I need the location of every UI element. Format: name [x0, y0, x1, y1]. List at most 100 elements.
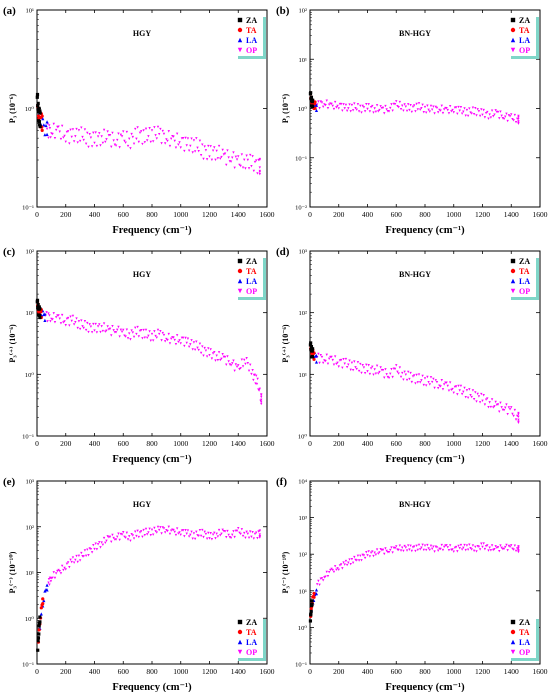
data-point: [223, 355, 227, 359]
plot-frame: [36, 480, 268, 665]
data-point: [186, 529, 190, 532]
data-point: [471, 544, 475, 547]
data-point: [324, 359, 327, 363]
data-point: [117, 325, 120, 329]
data-point: [339, 563, 343, 566]
data-point: [123, 535, 126, 538]
data-point: [235, 365, 239, 368]
chart-panel: 0 200 400 600 800 1000 1200 1400 1600 10⁻¹ 10⁰ 10¹ 1…: [276, 476, 548, 692]
x-tick-label: 200: [333, 439, 345, 448]
data-point: [391, 551, 394, 554]
data-point: [75, 554, 78, 558]
x-axis-label: Frequency (cm⁻¹): [112, 454, 192, 465]
data-point: [253, 373, 256, 377]
data-point: [87, 554, 90, 557]
chart-title: BN-HGY: [399, 500, 431, 509]
data-point: [72, 561, 76, 564]
data-point: [375, 548, 379, 551]
data-point: [345, 563, 349, 567]
data-point: [434, 379, 437, 382]
legend-label-op: OP: [246, 287, 257, 296]
data-point: [89, 325, 93, 328]
data-point: [197, 348, 200, 352]
data-point: [433, 112, 436, 115]
data-point: [407, 544, 410, 547]
data-point: [343, 107, 346, 110]
y-tick-label: 10⁰: [25, 372, 35, 379]
data-point: [56, 569, 59, 573]
data-point: [508, 115, 512, 118]
data-point: [166, 338, 169, 342]
data-point: [398, 100, 402, 104]
data-point: [116, 328, 119, 332]
data-point: [100, 135, 103, 138]
data-point: [438, 384, 441, 387]
data-point: [228, 363, 232, 366]
data-point: [423, 544, 427, 547]
legend-label-la: LA: [519, 36, 530, 45]
data-point: [169, 337, 173, 341]
y-tick-label: 10⁰: [298, 625, 308, 632]
data-point: [75, 127, 78, 131]
data-point: [51, 318, 54, 321]
data-point: [62, 136, 65, 139]
data-point: [424, 111, 428, 114]
data-point: [442, 383, 446, 386]
data-point: [468, 388, 471, 391]
data-point: [369, 367, 373, 370]
x-tick-label: 0: [35, 667, 39, 676]
data-point: [451, 548, 454, 551]
series-za: [35, 298, 42, 320]
data-point: [481, 545, 484, 549]
data-point: [494, 109, 497, 112]
data-point: [255, 382, 259, 386]
data-point: [333, 100, 337, 104]
data-point: [199, 154, 203, 157]
data-point: [173, 139, 176, 143]
data-point: [440, 543, 443, 547]
data-point: [87, 330, 90, 334]
y-tick-label: 10⁻²: [295, 205, 307, 212]
data-point: [210, 538, 214, 541]
data-point: [141, 535, 144, 539]
data-point: [124, 536, 127, 539]
series-za: [308, 341, 315, 359]
data-point: [335, 106, 338, 109]
data-point: [239, 367, 242, 370]
data-point: [465, 108, 469, 112]
data-point: [68, 324, 71, 327]
data-point: [348, 558, 351, 561]
data-point: [40, 114, 44, 118]
data-point: [354, 107, 357, 110]
data-point: [430, 108, 434, 111]
data-point: [53, 576, 57, 580]
data-point: [205, 537, 209, 540]
data-point: [246, 158, 250, 162]
data-point: [260, 393, 263, 396]
data-point: [434, 545, 437, 548]
data-point: [507, 114, 511, 117]
data-point: [500, 406, 503, 409]
series-za: [308, 91, 315, 109]
data-point: [227, 156, 230, 159]
data-point: [429, 544, 433, 548]
data-point: [318, 361, 321, 365]
data-point: [450, 110, 453, 113]
data-point: [153, 126, 156, 129]
data-point: [36, 639, 40, 643]
data-point: [243, 158, 246, 161]
data-point: [433, 386, 436, 390]
data-point: [462, 110, 465, 113]
data-point: [196, 534, 199, 537]
data-point: [329, 568, 332, 572]
data-point: [74, 135, 77, 138]
data-point: [165, 138, 168, 141]
data-point: [385, 549, 388, 553]
data-point: [333, 565, 337, 568]
data-point: [189, 343, 192, 346]
data-point: [68, 565, 71, 569]
panel-label: (c): [3, 246, 16, 258]
data-point: [232, 359, 235, 362]
x-tick-label: 1000: [446, 210, 461, 219]
data-point: [337, 107, 340, 110]
